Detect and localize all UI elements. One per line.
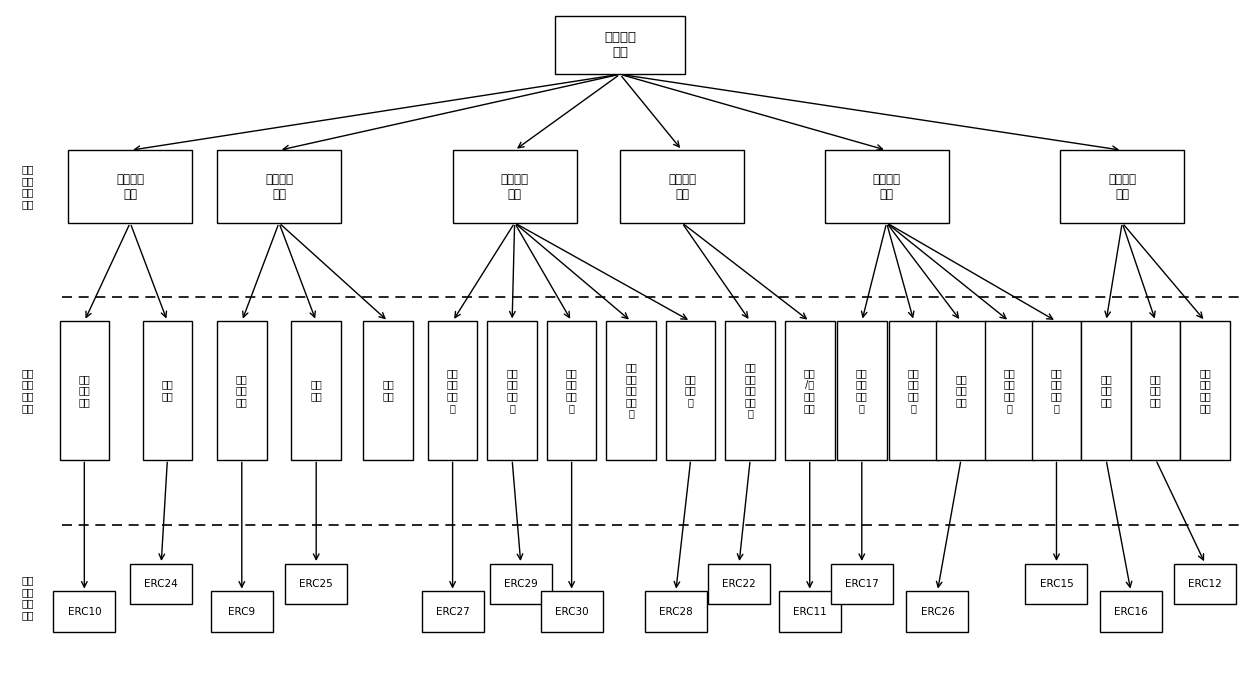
FancyBboxPatch shape (547, 321, 596, 460)
FancyBboxPatch shape (936, 321, 986, 460)
Text: ERC9: ERC9 (228, 607, 255, 616)
FancyBboxPatch shape (285, 564, 347, 604)
FancyBboxPatch shape (825, 151, 949, 223)
FancyBboxPatch shape (422, 591, 484, 632)
Text: 终端
运行
时间
越限: 终端 运行 时间 越限 (1199, 368, 1211, 413)
Text: 电流回路
异常: 电流回路 异常 (265, 173, 293, 200)
FancyBboxPatch shape (1131, 321, 1180, 460)
FancyBboxPatch shape (217, 321, 267, 460)
FancyBboxPatch shape (1180, 321, 1230, 460)
FancyBboxPatch shape (490, 564, 552, 604)
FancyBboxPatch shape (60, 321, 109, 460)
FancyBboxPatch shape (666, 321, 715, 460)
FancyBboxPatch shape (291, 321, 341, 460)
Text: ERC16: ERC16 (1114, 607, 1148, 616)
Text: 功率
因数
越限: 功率 因数 越限 (955, 374, 967, 407)
Text: ERC12: ERC12 (1188, 579, 1223, 589)
FancyBboxPatch shape (645, 591, 707, 632)
FancyBboxPatch shape (889, 321, 939, 460)
Text: 电压
回路
失压: 电压 回路 失压 (78, 374, 91, 407)
FancyBboxPatch shape (725, 321, 775, 460)
Text: 电量
总与
费率
和不
等: 电量 总与 费率 和不 等 (625, 362, 637, 419)
FancyBboxPatch shape (985, 321, 1034, 460)
Text: ERC10: ERC10 (67, 607, 102, 616)
Text: 电表接线
异常: 电表接线 异常 (668, 173, 696, 200)
FancyBboxPatch shape (708, 564, 770, 604)
Text: 计量
装置
异常
子类: 计量 装置 异常 子类 (21, 368, 33, 413)
FancyBboxPatch shape (1174, 564, 1236, 604)
Text: 电能质量
异常: 电能质量 异常 (873, 173, 900, 200)
FancyBboxPatch shape (143, 321, 192, 460)
Text: 有功
总电
能差
动越
限: 有功 总电 能差 动越 限 (744, 362, 756, 419)
Text: 电流
回路
失压: 电流 回路 失压 (236, 374, 248, 407)
FancyBboxPatch shape (556, 16, 684, 74)
Text: 电流
过流: 电流 过流 (310, 379, 322, 401)
Text: 计量
装置
异常
分类: 计量 装置 异常 分类 (21, 164, 33, 209)
Text: 谐波
在功
率越
限: 谐波 在功 率越 限 (1003, 368, 1016, 413)
Text: ERC15: ERC15 (1039, 579, 1074, 589)
Text: 电表示度
异常: 电表示度 异常 (501, 173, 528, 200)
FancyBboxPatch shape (53, 591, 115, 632)
FancyBboxPatch shape (906, 591, 968, 632)
Text: 直流
模拟
量越
限: 直流 模拟 量越 限 (1050, 368, 1063, 413)
Text: ERC26: ERC26 (920, 607, 955, 616)
Text: 终端
时间
超差: 终端 时间 超差 (1149, 374, 1162, 407)
FancyBboxPatch shape (217, 151, 341, 223)
FancyBboxPatch shape (541, 591, 603, 632)
Text: 电能
表示
度下
降: 电能 表示 度下 降 (446, 368, 459, 413)
FancyBboxPatch shape (779, 591, 841, 632)
Text: ERC24: ERC24 (144, 579, 179, 589)
Text: 电能
表示
度停
走: 电能 表示 度停 走 (565, 368, 578, 413)
Text: 电流
断相: 电流 断相 (382, 379, 394, 401)
Text: 现场时钟
超差: 现场时钟 超差 (1109, 173, 1136, 200)
Text: ERC25: ERC25 (299, 579, 334, 589)
FancyBboxPatch shape (837, 321, 887, 460)
FancyBboxPatch shape (1032, 321, 1081, 460)
Text: 计量装置
异常: 计量装置 异常 (604, 31, 636, 59)
FancyBboxPatch shape (1060, 151, 1184, 223)
Text: 电表
时间
超差: 电表 时间 超差 (1100, 374, 1112, 407)
FancyBboxPatch shape (1081, 321, 1131, 460)
Text: ERC28: ERC28 (658, 607, 693, 616)
FancyBboxPatch shape (487, 321, 537, 460)
FancyBboxPatch shape (428, 321, 477, 460)
Text: ERC27: ERC27 (435, 607, 470, 616)
Text: ERC17: ERC17 (844, 579, 879, 589)
Text: ERC22: ERC22 (722, 579, 756, 589)
FancyBboxPatch shape (831, 564, 893, 604)
FancyBboxPatch shape (620, 151, 744, 223)
FancyBboxPatch shape (68, 151, 192, 223)
FancyBboxPatch shape (211, 591, 273, 632)
Text: 电压
过压: 电压 过压 (161, 379, 174, 401)
Text: ERC11: ERC11 (792, 607, 827, 616)
FancyBboxPatch shape (606, 321, 656, 460)
Text: 电流
不平
衡越
限: 电流 不平 衡越 限 (856, 368, 868, 413)
FancyBboxPatch shape (1100, 591, 1162, 632)
Text: 电压回路
异常: 电压回路 异常 (117, 173, 144, 200)
FancyBboxPatch shape (363, 321, 413, 460)
Text: 对应
终端
上报
事件: 对应 终端 上报 事件 (21, 576, 33, 620)
FancyBboxPatch shape (785, 321, 835, 460)
Text: 电能
量超
差: 电能 量超 差 (684, 374, 697, 407)
Text: 电能
表示
度飞
走: 电能 表示 度飞 走 (506, 368, 518, 413)
Text: 电压
/电
流逆
向序: 电压 /电 流逆 向序 (804, 368, 816, 413)
FancyBboxPatch shape (1025, 564, 1087, 604)
Text: ERC29: ERC29 (503, 579, 538, 589)
Text: ERC30: ERC30 (554, 607, 589, 616)
FancyBboxPatch shape (453, 151, 577, 223)
FancyBboxPatch shape (130, 564, 192, 604)
Text: 电压
不平
衡越
限: 电压 不平 衡越 限 (908, 368, 920, 413)
